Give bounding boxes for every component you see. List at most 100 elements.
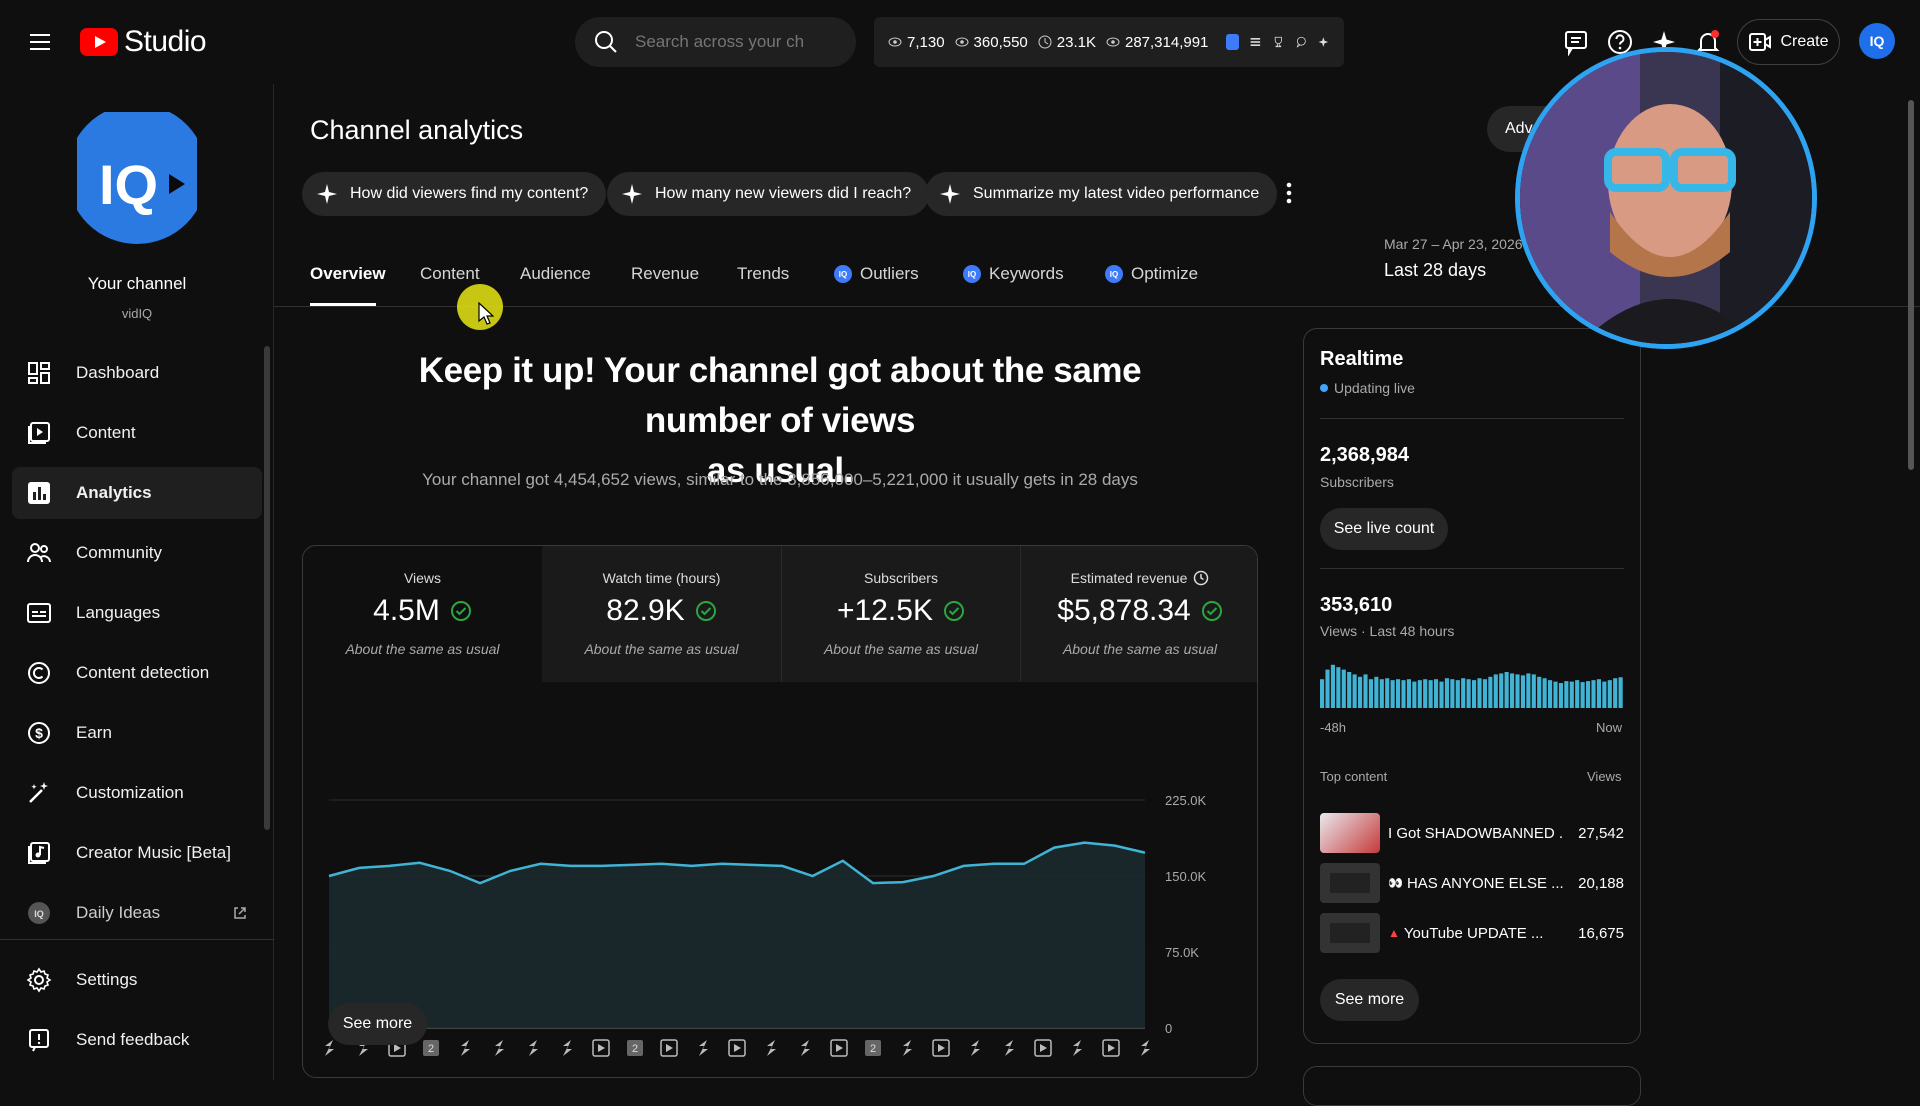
axis-end: Now — [1596, 720, 1623, 735]
video-marker — [1034, 1039, 1052, 1057]
top-content-item[interactable]: I Got SHADOWBANNED ... 27,542 — [1320, 812, 1624, 854]
metric-subscribers[interactable]: Subscribers +12.5K About the same as usu… — [781, 546, 1020, 682]
account-avatar[interactable]: IQ — [1859, 23, 1895, 59]
date-range-label[interactable]: Last 28 days — [1384, 260, 1487, 280]
list-icon[interactable] — [1249, 34, 1262, 50]
sparkle-icon[interactable] — [1650, 28, 1678, 56]
tab-optimize[interactable]: IQ Optimize — [1105, 264, 1198, 284]
search-box[interactable] — [575, 17, 856, 67]
shorts-marker — [461, 1040, 470, 1056]
realtime-bar — [1477, 678, 1482, 708]
sparkle-icon[interactable] — [1317, 34, 1330, 50]
realtime-bar — [1482, 679, 1487, 708]
video-marker — [592, 1039, 610, 1057]
top-content-item[interactable]: 👀 HAS ANYONE ELSE ... 20,188 — [1320, 862, 1624, 904]
sidebar-item-customization[interactable]: Customization — [12, 767, 262, 819]
video-marker — [932, 1039, 950, 1057]
sidebar-item-label: Creator Music [Beta] — [76, 843, 231, 862]
tabs-divider — [274, 306, 1920, 307]
multi-marker — [423, 1040, 439, 1056]
avatar-text: IQ — [1869, 33, 1885, 49]
tab-content[interactable]: Content — [420, 264, 480, 284]
realtime-bar — [1406, 679, 1411, 708]
search-input[interactable] — [635, 32, 835, 52]
stat-chip: 23.1K — [1038, 34, 1096, 51]
content-icon — [28, 422, 50, 444]
hamburger-menu-icon[interactable] — [24, 26, 56, 58]
see-live-count-button[interactable]: See live count — [1320, 508, 1448, 550]
tab-label: Revenue — [631, 264, 700, 283]
tab-overview[interactable]: Overview — [310, 264, 386, 284]
insight-headline: Keep it up! Your channel got about the s… — [360, 346, 1200, 496]
realtime-bar — [1591, 680, 1596, 708]
tab-revenue[interactable]: Revenue — [631, 264, 699, 284]
live-dot — [1320, 384, 1328, 392]
vidiq-badge-icon[interactable] — [1226, 34, 1240, 50]
sidebar-item-label: Send feedback — [76, 1030, 190, 1049]
stat-value: 7,130 — [907, 33, 945, 51]
comments-icon[interactable] — [1562, 28, 1590, 56]
metric-revenue[interactable]: Estimated revenue $5,878.34 About the sa… — [1020, 546, 1257, 682]
metric-views[interactable]: Views 4.5M About the same as usual — [303, 546, 542, 682]
ask-chip[interactable]: Summarize my latest video performance — [925, 172, 1278, 216]
realtime-bar — [1341, 669, 1346, 708]
sidebar-item-label: Dashboard — [76, 363, 160, 382]
chip-label: How many new viewers did I reach? — [655, 185, 912, 202]
channel-avatar[interactable]: IQ — [77, 112, 197, 252]
eye-icon — [955, 37, 969, 47]
page-scrollbar[interactable] — [1908, 100, 1914, 470]
date-range[interactable]: Mar 27 – Apr 23, 2026 — [1384, 236, 1523, 252]
create-button[interactable]: Create — [1737, 19, 1840, 65]
y-tick-label: 225.0K — [1165, 793, 1207, 808]
sidebar-item-analytics[interactable]: Analytics — [12, 467, 262, 519]
trophy-icon[interactable] — [1272, 34, 1285, 50]
shorts-marker — [801, 1040, 810, 1056]
realtime-bar-chart[interactable] — [1320, 660, 1624, 708]
chat-icon[interactable] — [1295, 34, 1308, 50]
svg-text:IQ: IQ — [34, 909, 44, 919]
video-marker-play — [666, 1044, 673, 1052]
shorts-marker — [767, 1040, 776, 1056]
sidebar-item-daily-ideas[interactable]: IQ Daily Ideas — [12, 887, 262, 939]
tab-audience[interactable]: Audience — [520, 264, 591, 284]
realtime-bar — [1580, 682, 1585, 708]
sidebar-item-send-feedback[interactable]: Send feedback — [12, 1014, 262, 1066]
studio-logo[interactable]: Studio — [80, 22, 207, 62]
see-more-top-content-button[interactable]: See more — [1320, 979, 1419, 1021]
sidebar-scrollbar[interactable] — [264, 346, 270, 830]
sidebar-item-label: Community — [76, 543, 162, 562]
sidebar-item-dashboard[interactable]: Dashboard — [12, 347, 262, 399]
check-circle-icon — [695, 601, 716, 621]
ask-chip[interactable]: How many new viewers did I reach? — [607, 172, 930, 216]
top-content-item[interactable]: ▲ YouTube UPDATE ... 16,675 — [1320, 912, 1624, 954]
sidebar-item-content-detection[interactable]: Content detection — [12, 647, 262, 699]
metric-watch-time[interactable]: Watch time (hours) 82.9K About the same … — [542, 546, 781, 682]
sidebar-item-creator-music[interactable]: Creator Music [Beta] — [12, 827, 262, 879]
realtime-bar — [1602, 681, 1607, 708]
sidebar-item-earn[interactable]: $ Earn — [12, 707, 262, 759]
see-more-button[interactable]: See more — [328, 1003, 427, 1045]
tab-trends[interactable]: Trends — [737, 264, 789, 284]
notifications-bell-icon[interactable] — [1694, 28, 1722, 56]
video-views: 27,542 — [1578, 824, 1624, 842]
realtime-bar — [1428, 680, 1433, 708]
chip-label: Summarize my latest video performance — [973, 185, 1260, 202]
tab-outliers[interactable]: IQ Outliers — [834, 264, 919, 284]
sidebar-divider — [0, 939, 274, 940]
sidebar-item-community[interactable]: Community — [12, 527, 262, 579]
channel-name: Your channel — [87, 274, 187, 293]
sidebar-item-languages[interactable]: Languages — [12, 587, 262, 639]
sidebar-item-content[interactable]: Content — [12, 407, 262, 459]
metric-value: +12.5K — [837, 594, 933, 627]
vidiq-badge-icon: IQ — [963, 265, 981, 283]
tab-label: Trends — [737, 264, 790, 283]
realtime-views-label: Views · Last 48 hours — [1320, 623, 1455, 639]
y-tick-label: 0 — [1165, 1021, 1172, 1036]
more-vert-icon[interactable] — [1280, 180, 1298, 206]
sidebar-item-settings[interactable]: Settings — [12, 954, 262, 1006]
stat-value: 287,314,991 — [1124, 33, 1209, 51]
active-tab-indicator — [310, 303, 376, 306]
tab-keywords[interactable]: IQ Keywords — [963, 264, 1064, 284]
ask-chip[interactable]: How did viewers find my content? — [302, 172, 607, 216]
